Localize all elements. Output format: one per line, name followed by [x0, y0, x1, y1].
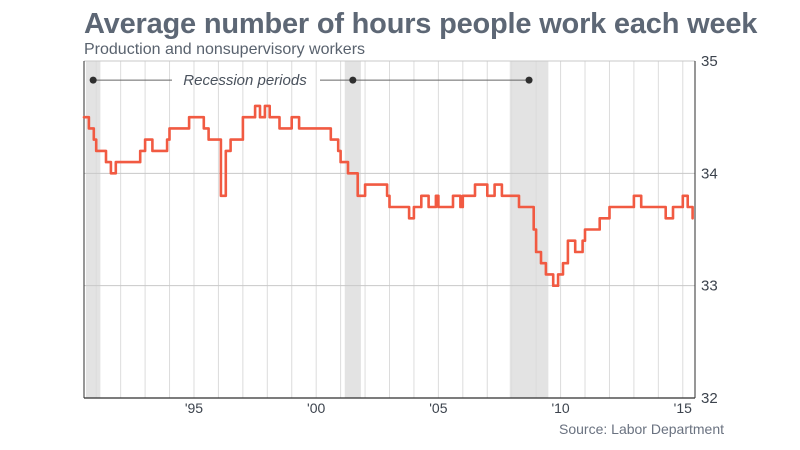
series-line-1 — [82, 104, 694, 287]
tick-labels: '95 '00 '05 '10 '15 32 33 34 35 — [185, 53, 718, 416]
annotation-marker-1 — [89, 76, 97, 84]
recession-band-1 — [85, 61, 101, 398]
chart-source: Source: Labor Department — [559, 421, 724, 437]
x-tick-label: '05 — [429, 400, 447, 416]
y-tick-label: 32 — [701, 390, 718, 407]
series-hours — [82, 104, 694, 287]
recession-annotation: Recession periods — [89, 72, 533, 89]
x-tick-label: '95 — [185, 400, 203, 416]
x-tick-label: '10 — [551, 400, 569, 416]
chart-subtitle: Production and nonsupervisory workers — [84, 41, 366, 58]
annotation-marker-3 — [525, 76, 533, 84]
y-tick-label: 35 — [701, 53, 718, 70]
y-tick-label: 34 — [701, 165, 718, 182]
annotation-marker-2 — [349, 76, 357, 84]
x-tick-label: '00 — [307, 400, 325, 416]
chart-title: Average number of hours people work each… — [84, 8, 758, 40]
grid-lines — [84, 60, 695, 399]
x-tick-label: '15 — [674, 400, 692, 416]
recession-bands — [85, 61, 549, 398]
recession-band-3 — [509, 61, 549, 398]
recession-band-2 — [344, 61, 361, 398]
recession-label: Recession periods — [183, 72, 307, 89]
y-tick-label: 33 — [701, 278, 718, 295]
